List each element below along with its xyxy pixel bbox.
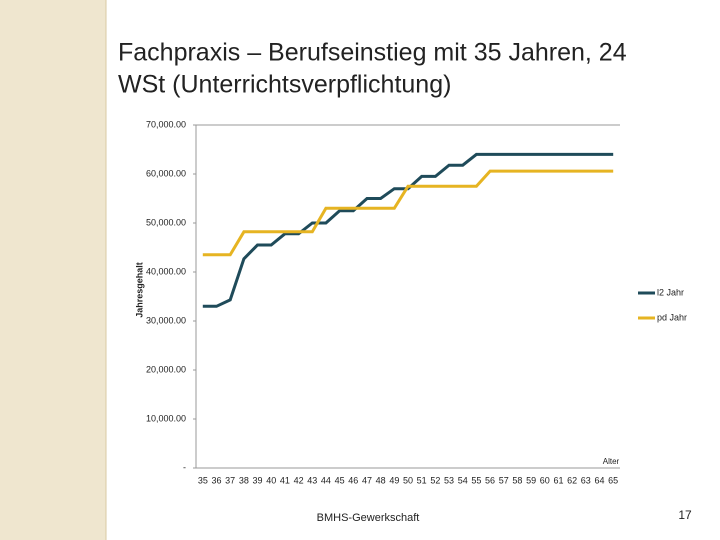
x-tick-label: 35 xyxy=(198,475,208,485)
x-tick-label: 64 xyxy=(594,475,604,485)
y-tick-label: 60,000.00 xyxy=(146,168,186,178)
title: WSt (Unterrichtsverpflichtung) xyxy=(118,71,451,99)
x-tick-label: 38 xyxy=(239,475,249,485)
y-tick-label: - xyxy=(183,462,186,472)
x-tick-label: 44 xyxy=(321,475,331,485)
x-tick-label: 49 xyxy=(389,475,399,485)
x-tick-label: 63 xyxy=(581,475,591,485)
x-tick-label: 53 xyxy=(444,475,454,485)
x-tick-label: 39 xyxy=(253,475,263,485)
x-tick-label: 62 xyxy=(567,475,577,485)
page-number: 17 xyxy=(678,508,692,522)
y-axis-label: Jahresgehalt xyxy=(134,262,144,318)
x-tick-label: 52 xyxy=(430,475,440,485)
x-tick-label: 55 xyxy=(471,475,481,485)
title: Fachpraxis – Berufseinstieg mit 35 Jahre… xyxy=(118,39,627,67)
x-tick-label: 41 xyxy=(280,475,290,485)
x-axis-label: Alter xyxy=(603,457,620,466)
y-tick-label: 30,000.00 xyxy=(146,315,186,325)
x-tick-label: 40 xyxy=(266,475,276,485)
footer: BMHS-Gewerkschaft xyxy=(317,512,420,524)
x-tick-label: 43 xyxy=(307,475,317,485)
x-tick-label: 59 xyxy=(526,475,536,485)
series-line xyxy=(202,169,614,257)
y-tick-label: 70,000.00 xyxy=(146,119,186,129)
x-tick-label: 46 xyxy=(348,475,358,485)
x-tick-label: 61 xyxy=(553,475,563,485)
side-strip xyxy=(0,0,106,540)
x-tick-label: 50 xyxy=(403,475,413,485)
x-tick-label: 56 xyxy=(485,475,495,485)
x-tick-label: 57 xyxy=(499,475,509,485)
x-tick-label: 45 xyxy=(335,475,345,485)
x-tick-label: 36 xyxy=(212,475,222,485)
y-tick-label: 50,000.00 xyxy=(146,217,186,227)
legend-label: l2 Jahr xyxy=(657,287,684,297)
x-tick-label: 37 xyxy=(225,475,235,485)
x-tick-label: 58 xyxy=(512,475,522,485)
x-tick-label: 48 xyxy=(376,475,386,485)
x-tick-label: 60 xyxy=(540,475,550,485)
y-tick-label: 20,000.00 xyxy=(146,364,186,374)
legend-label: pd Jahr xyxy=(657,312,687,322)
x-tick-label: 51 xyxy=(417,475,427,485)
x-tick-label: 54 xyxy=(458,475,468,485)
x-tick-label: 47 xyxy=(362,475,372,485)
x-tick-label: 42 xyxy=(294,475,304,485)
y-tick-label: 10,000.00 xyxy=(146,413,186,423)
x-tick-label: 65 xyxy=(608,475,618,485)
y-tick-label: 40,000.00 xyxy=(146,266,186,276)
